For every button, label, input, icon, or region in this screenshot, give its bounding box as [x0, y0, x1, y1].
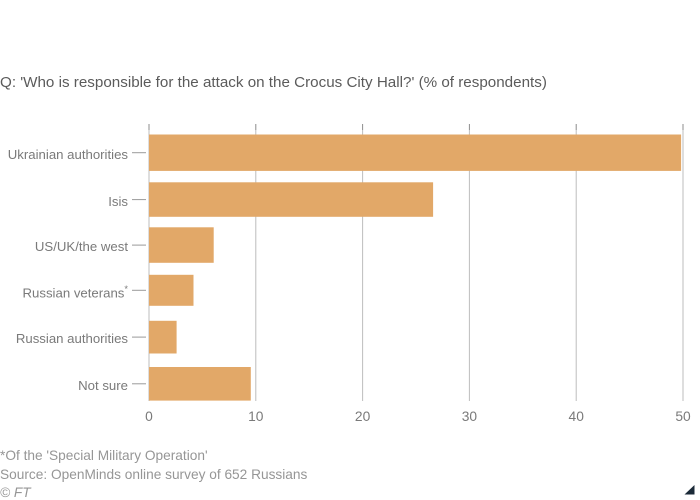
svg-text:50: 50	[675, 409, 691, 424]
svg-text:0: 0	[145, 409, 153, 424]
svg-text:10: 10	[248, 409, 264, 424]
svg-text:20: 20	[355, 409, 371, 424]
svg-text:30: 30	[462, 409, 478, 424]
svg-text:40: 40	[569, 409, 585, 424]
